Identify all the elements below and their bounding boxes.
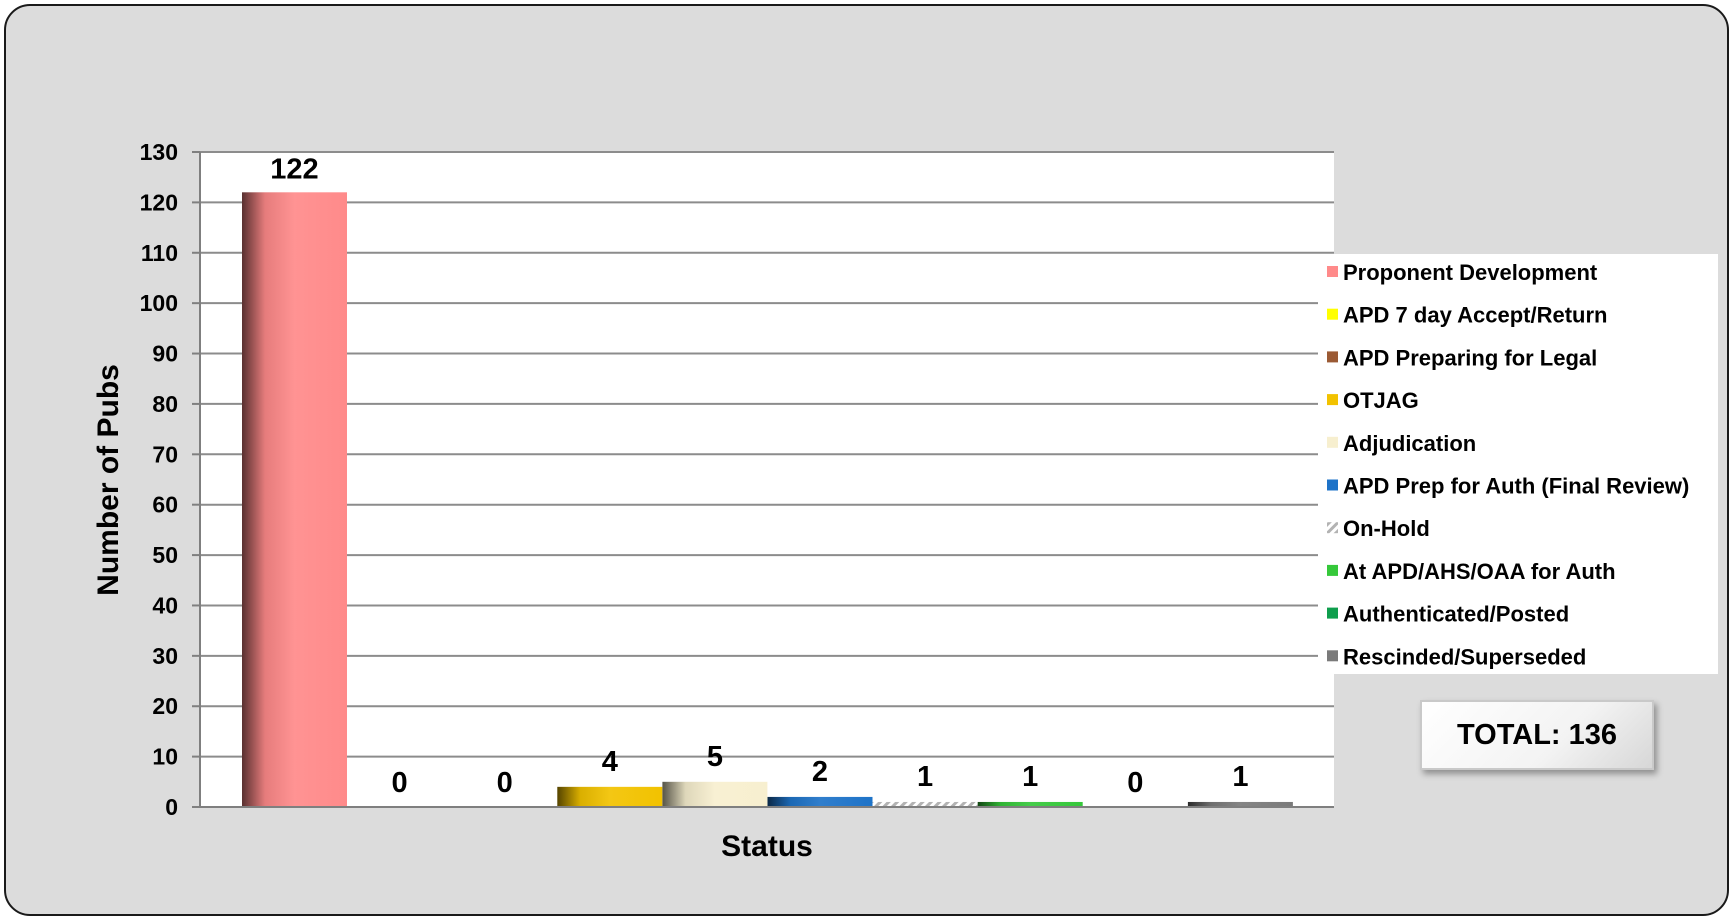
data-label-apd-7-day-accept-return: 0	[392, 767, 408, 799]
y-tick-label: 30	[152, 643, 178, 669]
y-tick-label: 20	[152, 693, 178, 719]
bar-otjag	[557, 786, 663, 807]
data-label-adjudication: 5	[707, 741, 723, 773]
bar-adjudication	[662, 781, 768, 807]
data-label-proponent-development: 122	[270, 153, 318, 185]
y-tick-label: 0	[165, 794, 178, 820]
bar-at-apd-ahs-oaa-for-auth	[977, 801, 1083, 807]
legend-label-rescinded-superseded: Rescinded/Superseded	[1343, 644, 1586, 669]
data-label-at-apd-ahs-oaa-for-auth: 1	[1022, 761, 1038, 793]
legend-label-on-hold: On-Hold	[1343, 516, 1430, 541]
legend-swatch-apd-7-day-accept-return	[1327, 308, 1338, 320]
data-label-apd-preparing-for-legal: 0	[497, 767, 513, 799]
y-tick-label: 90	[152, 341, 178, 367]
bar-proponent-development	[242, 192, 347, 808]
y-tick-labels: 0 10 20 30 40 50 60 70 80 90 100 110 120 130	[140, 139, 200, 820]
legend-label-otjag: OTJAG	[1343, 388, 1419, 413]
legend-swatch-at-apd-ahs-oaa-for-auth	[1327, 564, 1338, 576]
legend-swatch-proponent-development	[1327, 266, 1338, 277]
data-label-rescinded-superseded: 1	[1232, 761, 1248, 793]
legend-label-at-apd-ahs-oaa-for-auth: At APD/AHS/OAA for Auth	[1343, 559, 1616, 584]
y-tick-label: 130	[140, 139, 178, 165]
y-tick-label: 10	[152, 744, 178, 770]
y-tick-label: 120	[140, 189, 178, 215]
legend: Proponent Development APD 7 day Accept/Re…	[1327, 260, 1689, 669]
y-tick-label: 50	[152, 542, 178, 568]
data-labels: 122 0 0 4 5 2 1 1 0 1	[270, 153, 1248, 799]
y-tick-label: 100	[140, 290, 178, 316]
total-label: TOTAL: 136	[1456, 718, 1618, 751]
data-label-on-hold: 1	[917, 761, 933, 793]
legend-swatch-apd-prep-for-auth-final-review	[1327, 479, 1338, 491]
bar-on-hold	[872, 801, 978, 807]
y-tick-label: 80	[152, 391, 178, 417]
legend-swatch-otjag	[1327, 394, 1338, 406]
data-label-apd-prep-for-auth-final-review: 2	[812, 756, 828, 788]
y-tick-label: 40	[152, 592, 178, 618]
y-tick-label: 110	[141, 240, 178, 266]
data-label-authenticated-posted: 0	[1127, 767, 1143, 799]
legend-label-authenticated-posted: Authenticated/Posted	[1343, 602, 1569, 627]
legend-label-apd-prep-for-auth-final-review: APD Prep for Auth (Final Review)	[1343, 474, 1689, 499]
y-tick-label: 60	[152, 492, 178, 518]
y-tick-label: 70	[152, 441, 178, 467]
legend-swatch-adjudication	[1327, 436, 1338, 448]
legend-background	[1318, 254, 1718, 674]
y-axis-title: Number of Pubs	[92, 364, 125, 596]
legend-swatch-rescinded-superseded	[1327, 650, 1338, 662]
gridlines	[200, 151, 1334, 758]
bar-rescinded-superseded	[1187, 801, 1293, 807]
plot-area	[200, 152, 1334, 807]
legend-swatch-on-hold	[1327, 522, 1338, 534]
legend-label-adjudication: Adjudication	[1343, 431, 1476, 456]
legend-swatch-apd-preparing-for-legal	[1327, 351, 1338, 363]
legend-swatch-authenticated-posted	[1327, 607, 1338, 619]
legend-label-apd-7-day-accept-return: APD 7 day Accept/Return	[1343, 303, 1607, 328]
total-box: TOTAL: 136	[1420, 700, 1654, 770]
bars	[242, 192, 1293, 808]
data-label-otjag: 4	[602, 746, 618, 778]
legend-label-proponent-development: Proponent Development	[1343, 260, 1598, 285]
bar-apd-prep-for-auth-final-review	[767, 796, 873, 807]
legend-label-apd-preparing-for-legal: APD Preparing for Legal	[1343, 345, 1597, 370]
x-axis-title: Status	[721, 830, 813, 863]
